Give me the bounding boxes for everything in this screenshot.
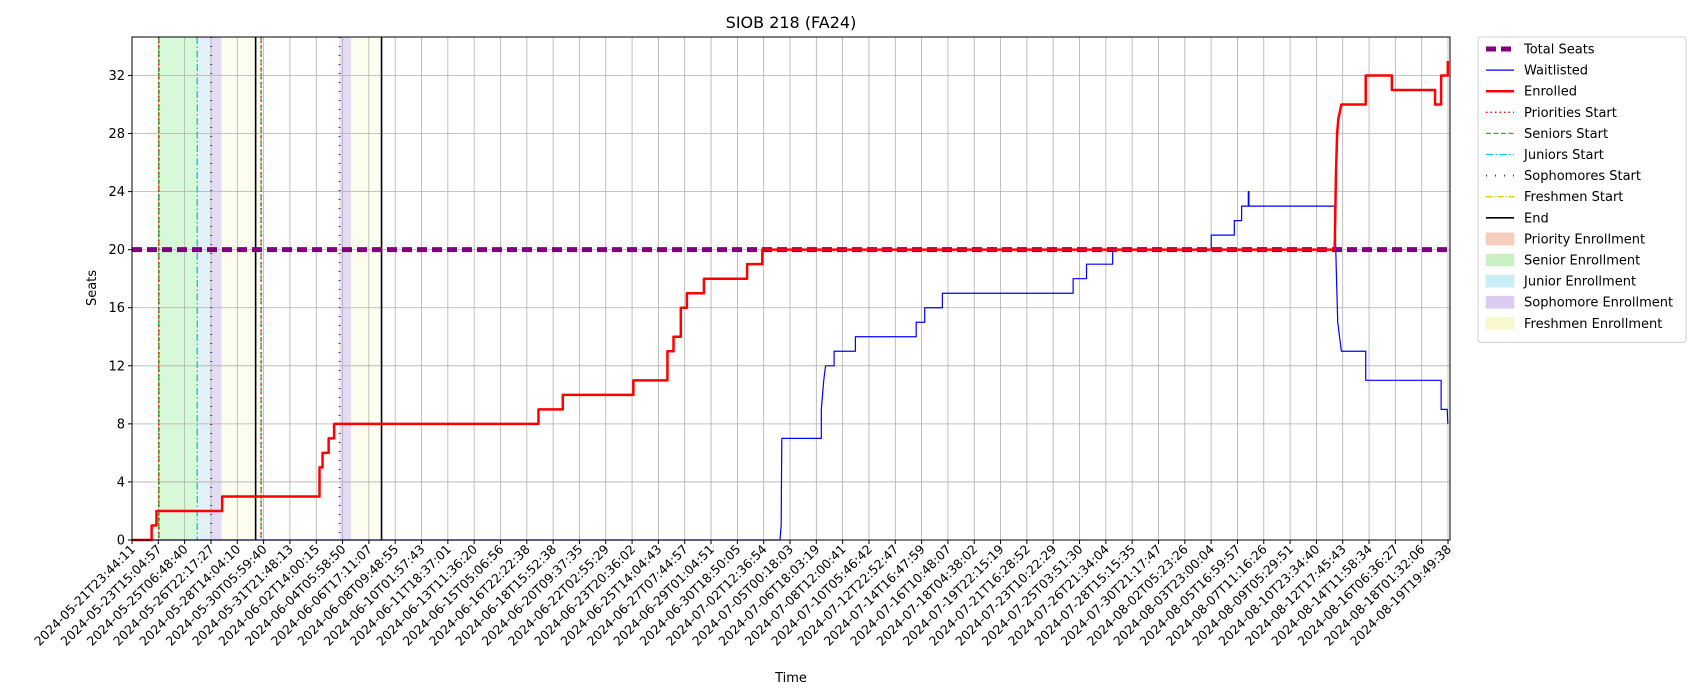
legend-label: Sophomores Start — [1524, 169, 1641, 184]
legend-swatch — [1485, 232, 1515, 246]
legend-swatch — [1485, 295, 1515, 309]
legend-label: Seniors Start — [1524, 127, 1608, 142]
plot-area: 0481216202428322024-05-21T23:44:112024-0… — [31, 36, 1454, 649]
legend-label: Total Seats — [1523, 43, 1595, 58]
y-tick-label: 32 — [108, 69, 125, 84]
legend-swatch — [1485, 316, 1515, 330]
waitlisted-series-line — [132, 191, 1449, 541]
y-tick-label: 24 — [108, 185, 125, 200]
y-tick-label: 12 — [108, 359, 125, 374]
phase-band — [221, 37, 256, 540]
y-tick-label: 20 — [108, 243, 125, 258]
phase-band — [197, 37, 212, 540]
chart-title: SIOB 218 (FA24) — [726, 13, 857, 32]
legend-label: Priorities Start — [1524, 106, 1617, 121]
phase-band — [211, 37, 222, 540]
axes-frame — [131, 36, 1451, 541]
legend-label: Waitlisted — [1524, 64, 1588, 79]
y-tick-label: 4 — [117, 475, 125, 490]
phase-band — [339, 37, 352, 540]
legend-label: Freshmen Start — [1524, 190, 1623, 205]
legend-label: Junior Enrollment — [1523, 275, 1636, 290]
legend-label: Juniors Start — [1523, 148, 1604, 163]
legend-label: End — [1524, 211, 1549, 226]
legend-label: Priority Enrollment — [1524, 232, 1645, 247]
enrolled-series-line — [132, 60, 1450, 542]
legend-frame — [1477, 36, 1687, 343]
chart-legend: Total Seats Waitlisted Enrolled Priorities … — [1477, 36, 1687, 343]
x-axis-label: Time — [774, 671, 807, 686]
legend-label: Enrolled — [1524, 85, 1577, 100]
legend-swatch — [1485, 253, 1515, 267]
y-tick-label: 8 — [117, 417, 125, 432]
y-axis-label: Seats — [85, 270, 100, 306]
y-tick-label: 0 — [117, 534, 125, 549]
y-tick-label: 16 — [108, 301, 125, 316]
legend-swatch — [1485, 274, 1515, 288]
legend-label: Sophomore Enrollment — [1524, 296, 1673, 311]
legend-label: Senior Enrollment — [1524, 254, 1640, 269]
phase-band — [158, 37, 198, 540]
phase-band — [351, 37, 382, 540]
y-tick-label: 28 — [108, 127, 125, 142]
legend-label: Freshmen Enrollment — [1524, 317, 1662, 332]
